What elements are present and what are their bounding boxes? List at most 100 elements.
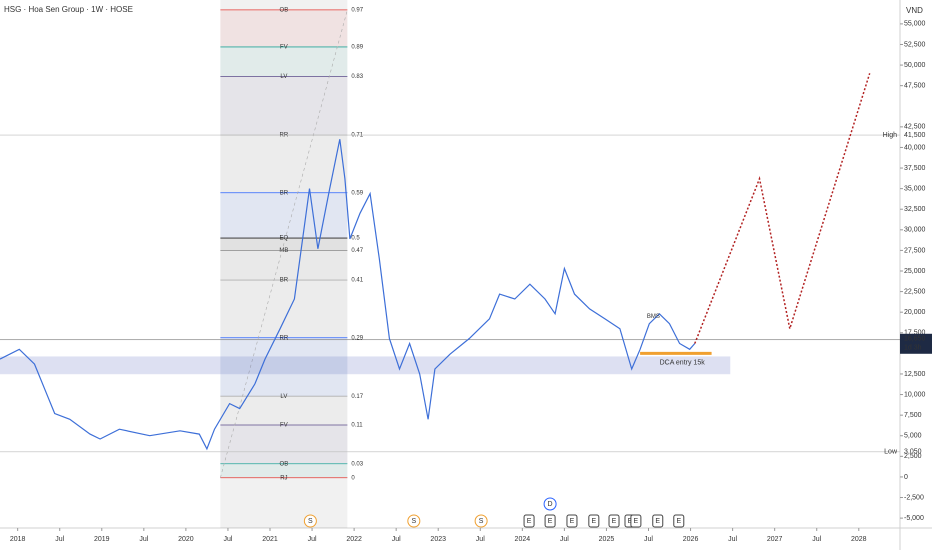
fib-ratio: 0.97 xyxy=(351,7,363,13)
event-icon xyxy=(544,514,556,528)
demand-zone xyxy=(0,356,731,375)
fib-name: FV xyxy=(280,423,288,429)
event-icon xyxy=(630,514,642,528)
y-tick-label: 37,500 xyxy=(904,165,926,172)
event-label: E xyxy=(628,518,633,525)
event-icon xyxy=(588,514,600,528)
fib-name: OB xyxy=(280,7,289,13)
y-tick-label: -2,500 xyxy=(904,494,924,501)
event-label: E xyxy=(548,518,553,525)
fib-name: BR xyxy=(280,278,289,284)
fib-ratio: 0.29 xyxy=(351,335,363,341)
fib-name: FV xyxy=(280,45,288,51)
x-tick-label: Jul xyxy=(812,536,821,543)
y-tick-label: 12,500 xyxy=(904,371,926,378)
y-tick-label: 32,500 xyxy=(904,206,926,213)
fib-band xyxy=(220,280,348,338)
fib-ratio: 0.5 xyxy=(351,236,360,242)
fib-ratio: 0.47 xyxy=(351,248,363,254)
fib-ratio: 0.17 xyxy=(351,394,363,400)
fib-band xyxy=(220,9,348,47)
event-label: S xyxy=(411,518,416,525)
y-tick-label: 55,000 xyxy=(904,21,926,28)
low-name: Low xyxy=(884,449,898,456)
y-tick-label: 17,500 xyxy=(904,330,926,337)
fib-name: BR xyxy=(280,190,289,196)
x-tick-label: 2019 xyxy=(94,536,110,543)
event-label: E xyxy=(655,518,660,525)
event-icon xyxy=(303,514,317,528)
x-tick-label: Jul xyxy=(476,536,485,543)
chart-title: HSG · Hoa Sen Group · 1W · HOSE xyxy=(4,5,133,14)
x-tick-label: 2022 xyxy=(346,536,362,543)
low-value: 3,050 xyxy=(904,449,922,456)
event-icon xyxy=(608,514,620,528)
y-tick-label: 7,500 xyxy=(904,412,922,419)
price-line xyxy=(0,139,696,451)
y-tick-label: -5,000 xyxy=(904,515,924,522)
countdown: 1d 3h xyxy=(904,345,922,352)
fib-name: LV xyxy=(280,74,287,80)
fib-name: RR xyxy=(280,335,289,341)
event-label: E xyxy=(676,518,681,525)
fib-band xyxy=(220,76,348,136)
x-tick-label: Jul xyxy=(728,536,737,543)
event-icon xyxy=(673,514,685,528)
event-label: E xyxy=(570,518,575,525)
annotation: BMS xyxy=(647,314,660,320)
event-icon xyxy=(523,514,535,528)
x-tick-label: Jul xyxy=(644,536,653,543)
fib-band xyxy=(220,337,348,397)
fib-ratio: 0.59 xyxy=(351,190,363,196)
x-tick-label: Jul xyxy=(308,536,317,543)
x-tick-label: Jul xyxy=(223,536,232,543)
high-name: High xyxy=(883,132,898,139)
event-label: D xyxy=(548,501,553,508)
y-tick-label: 5,000 xyxy=(904,433,922,440)
event-label: E xyxy=(591,518,596,525)
fib-band xyxy=(220,425,348,464)
y-tick-label: 25,000 xyxy=(904,268,926,275)
projection-line xyxy=(694,73,871,344)
x-tick-label: 2025 xyxy=(599,536,615,543)
y-tick-label: 52,500 xyxy=(904,41,926,48)
last-price-box xyxy=(900,333,932,354)
fib-band xyxy=(220,135,348,193)
x-tick-label: 2023 xyxy=(430,536,446,543)
fib-ratio: 0 xyxy=(351,475,355,481)
fib-diagonal xyxy=(220,9,348,478)
fib-name: MB xyxy=(279,248,288,254)
fib-name: OB xyxy=(280,461,289,467)
currency: VND xyxy=(906,6,923,15)
event-label: E xyxy=(527,518,532,525)
y-tick-label: 27,500 xyxy=(904,247,926,254)
event-label: S xyxy=(308,518,313,525)
fib-band xyxy=(220,46,348,77)
last-price: 16,650 xyxy=(904,336,926,343)
y-tick-label: 42,500 xyxy=(904,124,926,131)
event-label: S xyxy=(479,518,484,525)
entry-line xyxy=(640,351,712,355)
event-icon xyxy=(474,514,488,528)
event-icon xyxy=(543,497,557,511)
x-tick-label: 2024 xyxy=(515,536,531,543)
y-tick-label: 50,000 xyxy=(904,62,926,69)
event-label: E xyxy=(612,518,617,525)
fib-ratio: 0.41 xyxy=(351,278,363,284)
x-tick-label: Jul xyxy=(55,536,64,543)
y-tick-label: 10,000 xyxy=(904,391,926,398)
x-tick-label: Jul xyxy=(392,536,401,543)
x-tick-label: 2020 xyxy=(178,536,194,543)
y-tick-label: 30,000 xyxy=(904,227,926,234)
fib-band xyxy=(220,250,348,281)
y-tick-label: 40,000 xyxy=(904,144,926,151)
y-tick-label: 35,000 xyxy=(904,185,926,192)
y-tick-label: 47,500 xyxy=(904,83,926,90)
x-tick-label: 2027 xyxy=(767,536,783,543)
x-tick-label: 2028 xyxy=(851,536,867,543)
fib-name: RJ xyxy=(280,475,287,481)
event-icon xyxy=(566,514,578,528)
zone-label: DCA entry 15k xyxy=(660,360,706,367)
